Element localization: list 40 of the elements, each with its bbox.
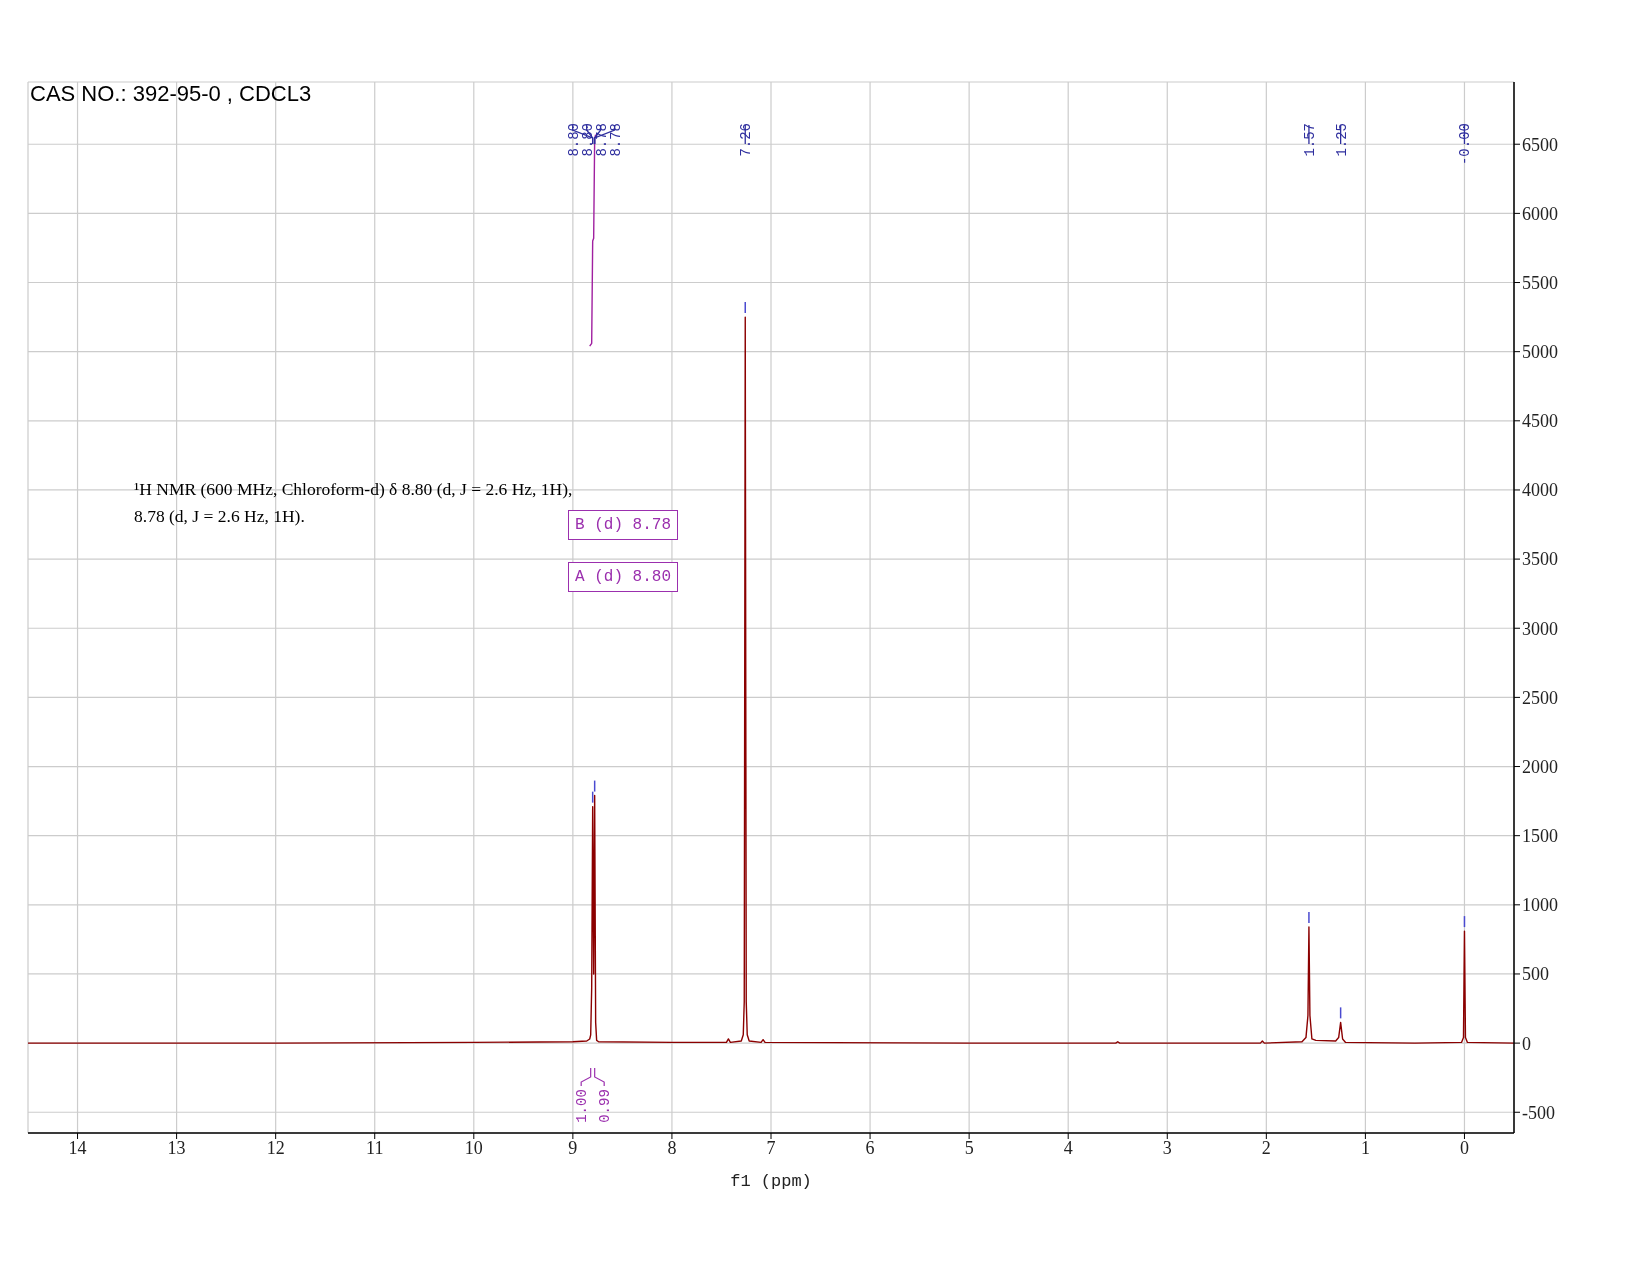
y-tick-label: 6000	[1522, 203, 1558, 224]
y-tick-label: -500	[1522, 1102, 1555, 1123]
annotation: 1.57	[1301, 123, 1318, 157]
y-tick-label: 5500	[1522, 272, 1558, 293]
y-tick-label: 3500	[1522, 549, 1558, 570]
y-tick-label: 500	[1522, 964, 1549, 985]
x-tick-label: 3	[1162, 1137, 1172, 1158]
x-tick-label: 0	[1459, 1137, 1469, 1158]
annotation: 7.26	[738, 123, 755, 157]
y-tick-label: 6500	[1522, 134, 1558, 155]
x-tick-label: 10	[464, 1137, 483, 1158]
x-tick-label: 9	[568, 1137, 578, 1158]
y-tick-label: 3000	[1522, 618, 1558, 639]
x-tick-label: 4	[1063, 1137, 1073, 1158]
y-tick-label: 1000	[1522, 895, 1558, 916]
x-tick-label: 5	[964, 1137, 974, 1158]
y-tick-label: 4000	[1522, 480, 1558, 501]
annotation: 1.00	[574, 1089, 591, 1123]
annotation: 0.99	[597, 1089, 614, 1123]
y-tick-label: 0	[1522, 1033, 1531, 1054]
x-tick-label: 8	[667, 1137, 677, 1158]
line-series	[28, 316, 1514, 1044]
annotation: 8.80	[565, 123, 582, 157]
chart-title: CAS NO.: 392-95-0 , CDCL3	[30, 81, 312, 106]
y-tick-label: 4500	[1522, 411, 1558, 432]
x-axis-title: f1 (ppm)	[730, 1172, 812, 1191]
y-tick-label: 5000	[1522, 342, 1558, 363]
x-tick-label: 6	[865, 1137, 875, 1158]
y-tick-label: 2000	[1522, 756, 1558, 777]
x-tick-label: 2	[1261, 1137, 1271, 1158]
annotation: B (d) 8.78	[568, 510, 679, 540]
annotation: A (d) 8.80	[568, 562, 679, 592]
x-tick-label: 7	[766, 1137, 776, 1158]
x-tick-label: 11	[366, 1137, 384, 1158]
y-tick-label: 2500	[1522, 687, 1558, 708]
x-tick-label: 13	[167, 1137, 186, 1158]
x-tick-label: 14	[68, 1137, 87, 1158]
y-tick-label: 1500	[1522, 826, 1558, 847]
x-tick-label: 12	[266, 1137, 285, 1158]
x-tick-label: 1	[1360, 1137, 1370, 1158]
